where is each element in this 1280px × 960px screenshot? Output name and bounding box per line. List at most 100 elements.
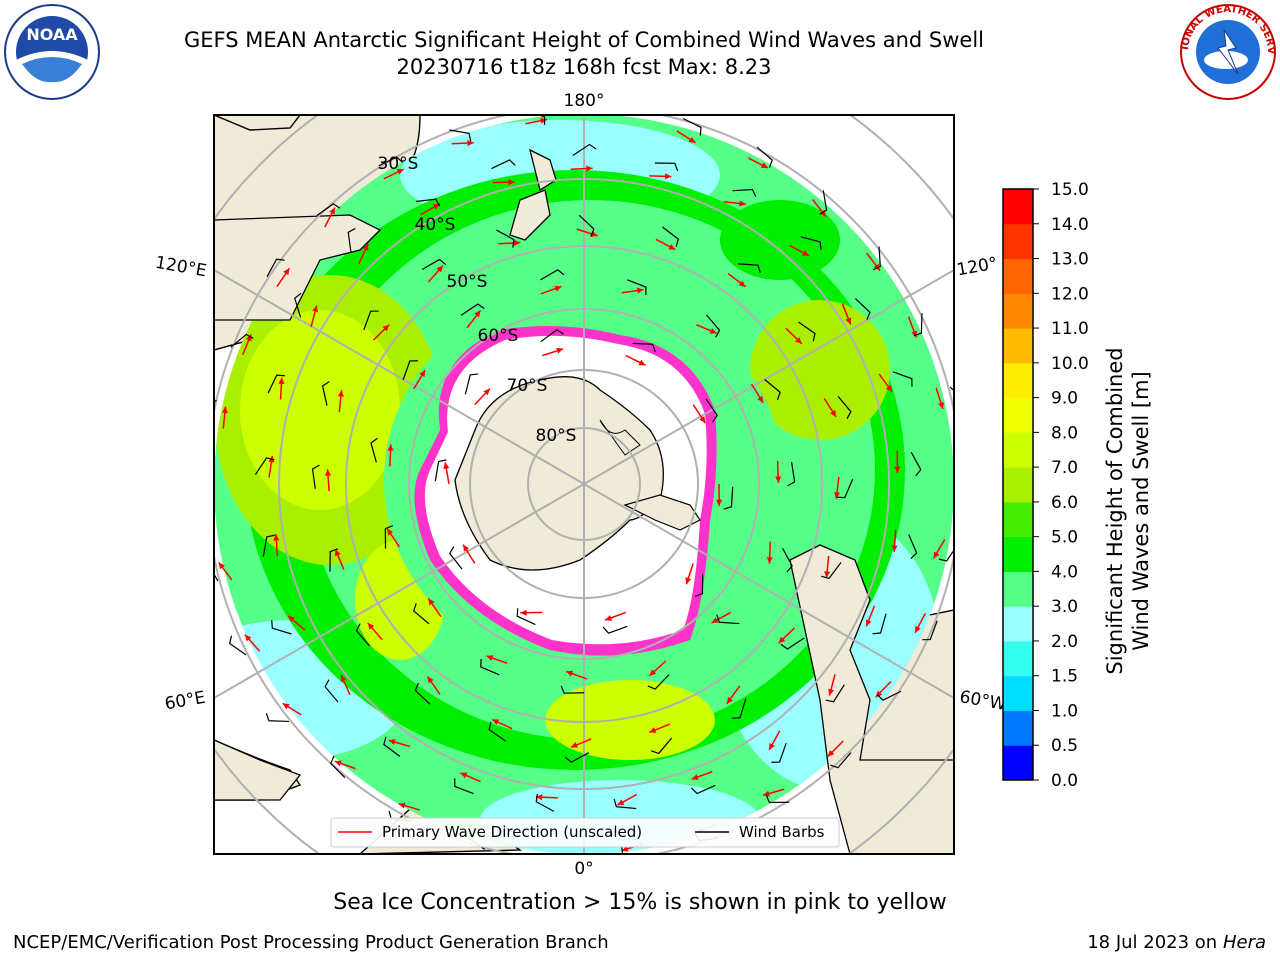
wind-barb — [316, 203, 341, 216]
wave-arrow-head — [915, 625, 921, 633]
wind-barb — [825, 684, 845, 703]
wave-arrow-head — [288, 615, 295, 623]
colorbar-swatch — [1003, 223, 1033, 260]
wind-barb — [454, 778, 474, 795]
wave-arrow-head — [460, 772, 468, 779]
wave-arrow-head — [382, 324, 390, 332]
wind-barb — [872, 246, 881, 271]
colorbar-swatch — [1003, 606, 1033, 642]
wave-arrow-head — [554, 285, 562, 292]
wave-arrow-head — [335, 549, 341, 557]
wind-barb — [535, 793, 555, 812]
colorbar-tick-label: 11.0 — [1051, 319, 1089, 339]
wind-barb — [578, 214, 595, 237]
wave-arrow-head — [885, 384, 893, 392]
wind-barb — [819, 190, 828, 215]
wind-barb — [262, 534, 275, 557]
colorbar-tick-label: 9.0 — [1051, 389, 1078, 409]
wave-arrow-head — [483, 388, 490, 396]
wave-arrow-head — [387, 444, 394, 451]
colorbar-tick-label: 6.0 — [1051, 493, 1078, 513]
wave-arrow-head — [436, 265, 444, 273]
wind-barb — [321, 381, 330, 406]
wave-arrow-head — [636, 287, 644, 294]
wave-arrow-head — [775, 476, 782, 483]
wave-arrow-head — [894, 466, 901, 473]
lon-label-60w: 60°W — [958, 687, 1008, 715]
lon-label-60e: 60°E — [163, 688, 207, 715]
lat-label-80s: 80°S — [536, 426, 577, 446]
legend-barb-label: Wind Barbs — [739, 823, 825, 841]
wave-arrow-head — [334, 760, 342, 767]
wind-barb — [355, 623, 370, 647]
wind-barb — [690, 784, 716, 795]
colorbar-swatch — [1003, 536, 1033, 572]
wind-barb — [876, 690, 902, 701]
wind-barb — [910, 451, 922, 477]
wave-arrow-head — [766, 557, 773, 564]
wind-barb — [414, 682, 431, 705]
wind-barb — [892, 371, 913, 387]
wave-arrow-head — [938, 402, 944, 409]
wave-arrow-head — [513, 239, 521, 246]
wind-barb — [771, 743, 787, 763]
colorbar-tick-label: 8.0 — [1051, 423, 1078, 443]
colorbar-tick-label: 0.0 — [1051, 771, 1078, 791]
colorbar-tick-label: 3.0 — [1051, 597, 1078, 617]
wave-arrow-head — [873, 263, 880, 271]
wave-arrow-head — [535, 794, 543, 801]
wind-barb — [662, 226, 680, 247]
wave-arrow-head — [833, 491, 841, 499]
wave-arrow-head — [325, 469, 332, 476]
wave-arrow-head — [486, 655, 494, 661]
colorbar-swatch — [1003, 189, 1033, 225]
wind-barb — [449, 129, 472, 142]
lat-label-50s: 50°S — [447, 272, 488, 292]
wave-arrow-head — [273, 534, 280, 541]
wave-arrow-head — [556, 347, 564, 354]
latitude-labels: 30°S 40°S 50°S 60°S 70°S 80°S — [378, 154, 577, 446]
wind-barb — [732, 188, 757, 197]
wave-arrow-head — [427, 676, 434, 684]
wind-barb — [266, 258, 285, 278]
lon-label-0: 0° — [574, 859, 593, 879]
wind-barb — [602, 625, 628, 634]
wind-barb — [572, 143, 597, 156]
wave-arrow-head — [398, 802, 406, 809]
wind-barb — [651, 737, 673, 755]
wave-arrow-head — [757, 395, 764, 403]
wave-arrow-head — [830, 409, 837, 417]
wind-barb — [780, 637, 805, 650]
wave-arrow-head — [570, 742, 578, 748]
colorbar-swatch — [1003, 501, 1033, 538]
wind-barb — [421, 258, 447, 270]
wind-barb — [265, 713, 289, 723]
wave-arrow-head — [329, 207, 335, 215]
footer-date-text: 18 Jul 2023 on — [1087, 932, 1223, 953]
wave-arrow-head — [463, 544, 470, 552]
wind-barb — [737, 263, 761, 274]
wave-arrow-head — [828, 688, 834, 696]
colorbar-tick-label: 0.5 — [1051, 736, 1078, 756]
wind-barb — [402, 360, 418, 380]
wave-arrow-head — [685, 577, 692, 585]
lat-label-30s: 30°S — [378, 154, 419, 174]
colorbar-swatch — [1003, 328, 1033, 364]
chart-subtitle: 20230716 t18z 168h fcst Max: 8.23 — [396, 55, 772, 79]
colorbar-swatch — [1003, 467, 1033, 503]
wave-arrow-head — [419, 370, 426, 378]
wave-arrow-head — [218, 562, 225, 570]
colorbar-title-line1: Significant Height of Combined — [1103, 347, 1127, 675]
colorbar-swatch — [1003, 258, 1033, 294]
wind-barb — [370, 437, 378, 463]
wave-arrow-head — [933, 551, 940, 559]
wind-barb — [540, 269, 565, 281]
colorbar-tick-label: 1.5 — [1051, 667, 1078, 687]
wind-barb — [647, 674, 670, 690]
colorbar-tick-label: 1.0 — [1051, 701, 1078, 721]
wind-barb — [560, 685, 585, 694]
wind-barb — [694, 573, 704, 598]
svg-text:NOAA: NOAA — [26, 25, 78, 44]
wave-arrow-head — [432, 203, 440, 210]
wave-arrow-head — [802, 250, 810, 256]
